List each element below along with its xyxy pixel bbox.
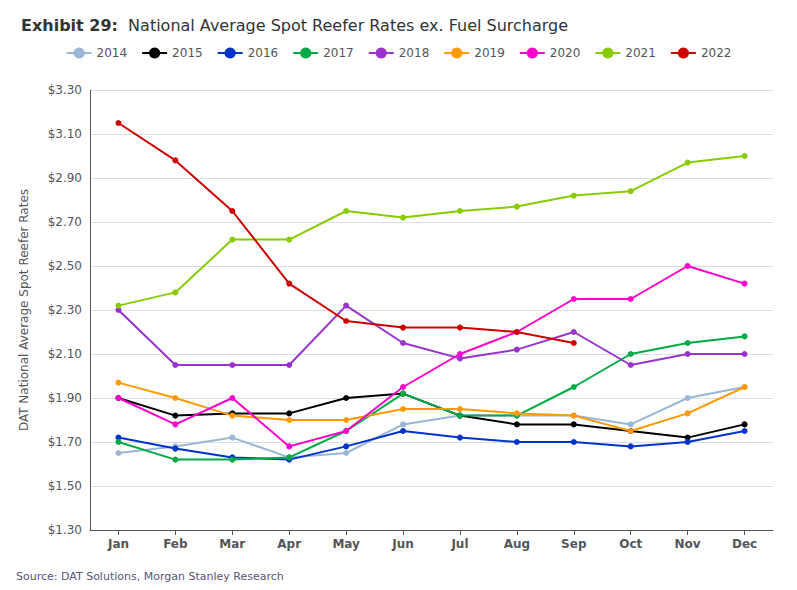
svg-text:May: May — [332, 537, 360, 551]
svg-text:Jun: Jun — [391, 537, 414, 551]
svg-text:2016: 2016 — [248, 46, 279, 60]
svg-text:2017: 2017 — [323, 46, 354, 60]
svg-text:2018: 2018 — [399, 46, 430, 60]
svg-text:$2.10: $2.10 — [48, 347, 82, 361]
svg-text:Sep: Sep — [561, 537, 587, 551]
svg-text:Exhibit 29:: Exhibit 29: — [21, 16, 118, 35]
svg-text:Jan: Jan — [107, 537, 129, 551]
svg-text:Dec: Dec — [732, 537, 757, 551]
svg-text:Feb: Feb — [163, 537, 188, 551]
svg-text:$1.90: $1.90 — [48, 391, 82, 405]
svg-text:$2.50: $2.50 — [48, 259, 82, 273]
svg-text:Mar: Mar — [219, 537, 245, 551]
svg-text:2019: 2019 — [474, 46, 505, 60]
svg-text:$1.70: $1.70 — [48, 435, 82, 449]
svg-text:2022: 2022 — [701, 46, 732, 60]
svg-text:$3.10: $3.10 — [48, 127, 82, 141]
svg-text:Source: DAT Solutions, Morgan: Source: DAT Solutions, Morgan Stanley Re… — [16, 570, 284, 583]
svg-text:2015: 2015 — [172, 46, 203, 60]
svg-text:DAT National Average Spot Reef: DAT National Average Spot Reefer Rates — [17, 189, 31, 431]
svg-text:$1.50: $1.50 — [48, 479, 82, 493]
svg-text:Oct: Oct — [619, 537, 642, 551]
svg-text:$3.30: $3.30 — [48, 83, 82, 97]
svg-text:$2.70: $2.70 — [48, 215, 82, 229]
svg-text:2020: 2020 — [550, 46, 581, 60]
svg-text:$2.90: $2.90 — [48, 171, 82, 185]
svg-text:2014: 2014 — [97, 46, 128, 60]
svg-text:Nov: Nov — [675, 537, 701, 551]
svg-text:2021: 2021 — [625, 46, 656, 60]
svg-text:Apr: Apr — [277, 537, 301, 551]
svg-text:Jul: Jul — [450, 537, 468, 551]
svg-text:National Average Spot Reefer R: National Average Spot Reefer Rates ex. F… — [118, 16, 568, 35]
svg-text:Aug: Aug — [504, 537, 530, 551]
svg-text:$2.30: $2.30 — [48, 303, 82, 317]
svg-text:$1.30: $1.30 — [48, 523, 82, 537]
